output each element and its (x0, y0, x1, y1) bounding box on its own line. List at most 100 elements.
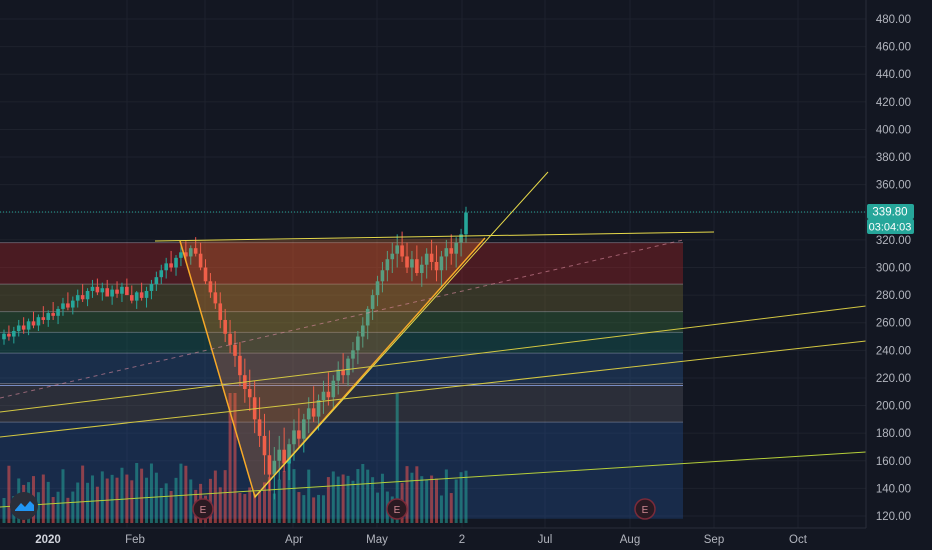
price-tick-label: 480.00 (876, 14, 911, 26)
rising-trend-line (254, 171, 549, 498)
volume-bar (282, 470, 286, 523)
candle-body (159, 270, 164, 278)
volume-bar (258, 491, 262, 523)
volume-bar (100, 471, 104, 523)
price-tick-label: 200.00 (876, 401, 911, 413)
candle-body (71, 300, 75, 308)
candle-body (424, 253, 429, 265)
price-badges: 339.80 03:04:03 (867, 204, 914, 234)
price-tick-label: 400.00 (876, 124, 911, 136)
volume-bar (2, 498, 6, 523)
volume-bar (61, 469, 65, 523)
candle-body (429, 253, 434, 262)
volume-bar (464, 470, 468, 523)
candle-body (292, 430, 296, 445)
volume-bar (140, 468, 144, 523)
candle-body (459, 234, 463, 243)
fibonacci-retracement[interactable] (0, 242, 683, 519)
candle-body (306, 408, 311, 420)
volume-bar (415, 466, 419, 523)
channel-line-lower (0, 340, 867, 438)
volume-bar (307, 469, 311, 523)
candle-body (56, 308, 60, 316)
time-axis[interactable]: 2020 Feb Apr May 2 Jul Aug Sep Oct (0, 527, 866, 550)
candle-body (385, 259, 390, 271)
volume-bar (184, 465, 188, 523)
volume-bar (115, 477, 119, 523)
candle-body (144, 290, 149, 298)
fib-trend-line (0, 239, 684, 399)
candle-body (297, 430, 301, 439)
candle-body (316, 400, 321, 417)
candle-body (390, 253, 395, 260)
earnings-marker[interactable]: E (634, 498, 656, 520)
time-tick-label: Oct (789, 534, 808, 546)
candle-body (7, 333, 11, 337)
volume-bar (346, 475, 350, 523)
fib-zone (0, 242, 683, 285)
volume-bar (174, 477, 178, 523)
volume-bar (321, 495, 325, 523)
candle-body (203, 267, 208, 282)
grid-lines (0, 0, 866, 528)
candle-body (51, 313, 55, 316)
candle-body (400, 245, 404, 257)
volume-bar (317, 494, 321, 523)
price-tick-label: 120.00 (876, 511, 911, 523)
candle-body (16, 325, 21, 332)
candle-body (267, 455, 272, 475)
volume-bar (36, 492, 40, 523)
support-line (0, 451, 867, 508)
time-axis-bg (0, 528, 866, 550)
volume-bar (454, 479, 458, 523)
candle-body (405, 256, 409, 268)
bar-countdown: 03:04:03 (869, 222, 912, 234)
volume-bar (425, 479, 429, 523)
volume-bar (395, 393, 399, 523)
earnings-marker[interactable]: E (386, 498, 408, 520)
triangle-fill (180, 238, 485, 497)
price-axis-bg (866, 0, 932, 550)
earnings-marker-circle (386, 498, 408, 520)
volume-bar (135, 463, 139, 523)
volume-bar (351, 480, 355, 523)
price-tick-label: 180.00 (876, 428, 911, 440)
fib-zone (0, 284, 683, 312)
price-tick-label: 380.00 (876, 152, 911, 164)
candle-body (257, 419, 262, 436)
candle-body (120, 286, 124, 294)
volume-bar (267, 477, 271, 523)
time-tick-label: 2 (459, 534, 465, 546)
volume-bar (361, 464, 365, 523)
candle-body (302, 419, 306, 439)
volume-bar (459, 472, 463, 523)
candle-body (365, 308, 370, 326)
candle-body (95, 286, 100, 293)
candle-body (454, 242, 458, 254)
volume-bar (95, 486, 99, 523)
price-axis[interactable]: 480.00 460.00 440.00 420.00 400.00 380.00 360.… (865, 0, 932, 550)
logo-cloud-icon (15, 501, 34, 511)
candle-body (129, 295, 134, 301)
volume-bar (449, 493, 453, 523)
volume-bar (154, 472, 158, 523)
candle-body (198, 253, 203, 268)
candle-body (110, 289, 114, 297)
price-tick-label: 260.00 (876, 318, 911, 330)
volume-bar (380, 473, 384, 523)
candle-body (46, 313, 51, 320)
candle-body (444, 248, 449, 257)
candle-body (61, 303, 65, 309)
volume-bar (356, 469, 360, 523)
candle-body (26, 321, 31, 330)
volume-bar (223, 470, 227, 523)
volume-bar (243, 493, 247, 523)
time-tick-label: 2020 (35, 534, 61, 546)
trend-line-drawings[interactable] (0, 171, 867, 508)
time-tick-label: May (366, 534, 388, 546)
earnings-marker[interactable]: E (192, 498, 214, 520)
tradingview-logo[interactable] (10, 492, 38, 520)
volume-bar (76, 482, 80, 523)
